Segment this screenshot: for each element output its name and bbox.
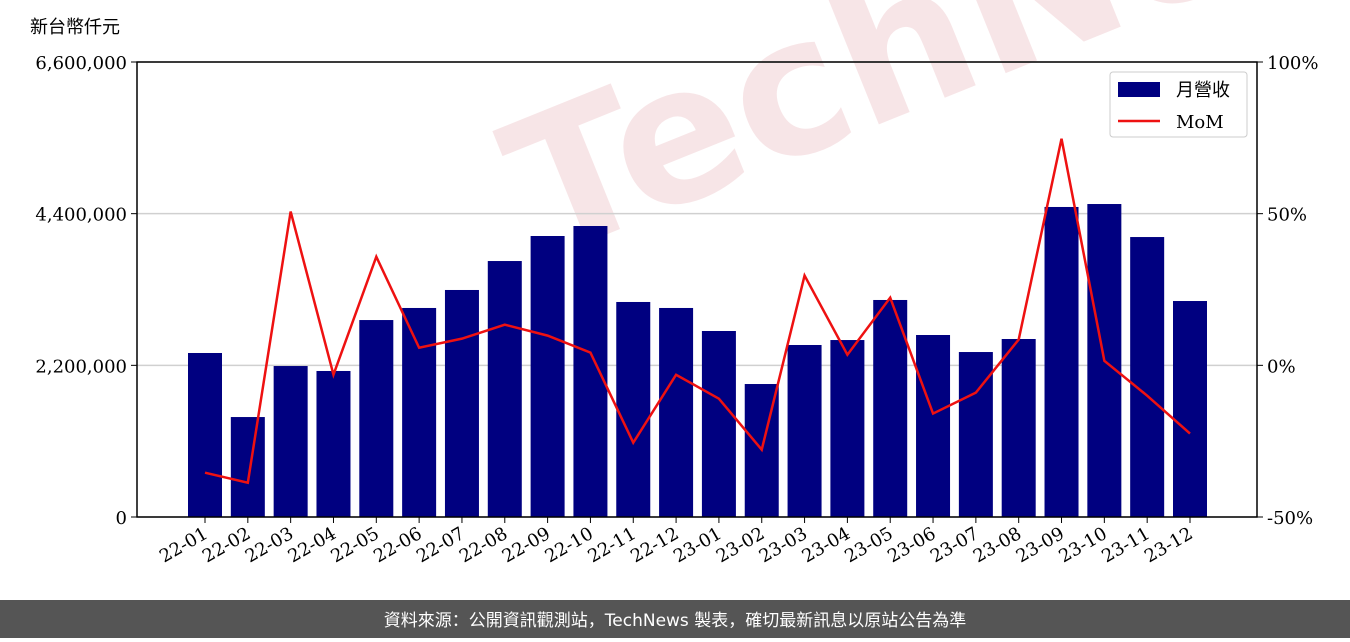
bar	[1044, 206, 1079, 517]
x-tick-label: 22-05	[327, 523, 382, 567]
x-tick-label: 22-08	[456, 523, 511, 567]
legend-swatch	[1118, 82, 1160, 97]
x-tick-label: 22-06	[370, 523, 425, 567]
x-tick-label: 23-06	[884, 523, 939, 567]
legend-label: 月營收	[1176, 80, 1230, 101]
y-tick-label: 0	[116, 508, 127, 529]
bar	[830, 340, 865, 517]
x-tick-label: 22-09	[499, 523, 554, 567]
y2-tick-label: 50%	[1267, 205, 1307, 226]
x-tick-label: 23-01	[670, 523, 725, 567]
watermark: TechNews	[477, 0, 1350, 302]
y-tick-label: 2,200,000	[35, 356, 127, 377]
bar	[701, 331, 736, 517]
x-tick-label: 23-07	[927, 523, 982, 567]
x-tick-label: 23-05	[841, 523, 896, 567]
bar	[916, 335, 951, 517]
x-tick-label: 23-02	[713, 523, 768, 567]
x-tick-label: 22-01	[156, 523, 211, 567]
x-tick-label: 22-07	[413, 523, 468, 567]
bar	[402, 307, 437, 517]
line	[204, 138, 1191, 485]
x-tick-label: 22-04	[285, 523, 340, 567]
x-tick-label: 23-04	[798, 523, 853, 567]
bar	[444, 289, 479, 517]
bar	[873, 299, 908, 517]
bar	[487, 261, 522, 517]
x-tick-label: 23-11	[1098, 523, 1153, 567]
footer-bar	[0, 600, 1350, 638]
bar	[1130, 237, 1165, 518]
bar	[188, 352, 222, 517]
footer-text: 資料來源：公開資訊觀測站，TechNews 製表，確切最新訊息以原站公告為準	[384, 611, 966, 631]
bar	[230, 417, 265, 517]
bar	[1001, 338, 1036, 517]
bar	[530, 236, 565, 517]
bar	[787, 344, 822, 517]
y2-tick-label: 100%	[1267, 53, 1318, 74]
bar	[573, 226, 608, 517]
bar	[316, 370, 351, 517]
x-tick-label: 22-11	[584, 523, 639, 567]
plot-frame	[136, 61, 1258, 518]
x-tick-label: 22-12	[627, 523, 682, 567]
bar	[616, 301, 651, 517]
x-tick-label: 23-03	[756, 523, 811, 567]
y2-tick-label: -50%	[1267, 508, 1313, 529]
x-tick-label: 22-10	[541, 523, 596, 567]
x-tick-label: 23-12	[1141, 523, 1196, 567]
y-axis-label: 新台幣仟元	[30, 17, 120, 38]
y-tick-label: 4,400,000	[35, 205, 127, 226]
y-tick-label: 6,600,000	[35, 53, 127, 74]
x-tick-label: 23-08	[970, 523, 1025, 567]
bar	[273, 366, 308, 517]
x-tick-label: 23-10	[1055, 523, 1110, 567]
legend-label: MoM	[1176, 112, 1224, 133]
y2-tick-label: 0%	[1267, 356, 1296, 377]
bar	[359, 320, 394, 517]
x-tick-label: 22-02	[199, 523, 254, 567]
x-tick-label: 23-09	[1013, 523, 1068, 567]
bar	[659, 307, 694, 517]
bar	[1173, 301, 1207, 517]
x-tick-label: 22-03	[242, 523, 297, 567]
